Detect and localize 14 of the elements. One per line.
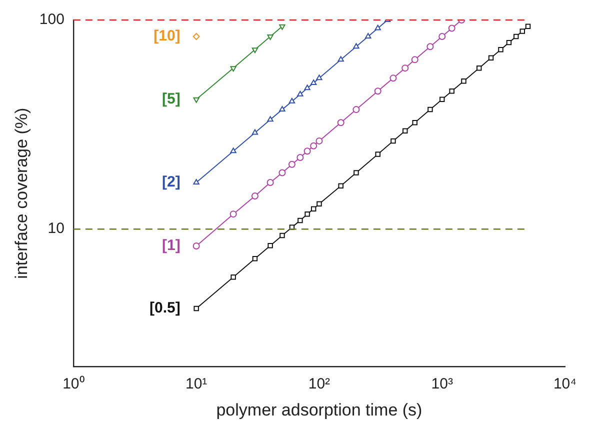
x-tick-label: 10² <box>308 376 330 393</box>
x-tick-label: 10³ <box>431 376 453 393</box>
x-tick-label: 10¹ <box>185 376 208 393</box>
y-tick-label: 100 <box>39 11 64 28</box>
y-axis-title: interface coverage (%) <box>12 108 31 279</box>
y-tick-label: 10 <box>48 220 64 238</box>
series-label: [5] <box>162 90 180 108</box>
series-label: [2] <box>162 174 180 191</box>
series-label: [1] <box>162 237 180 254</box>
x-axis-title: polymer adsorption time (s) <box>216 400 422 420</box>
series-label: [10] <box>154 28 180 45</box>
x-tick-label: 10⁰ <box>62 376 84 393</box>
x-tick-label: 10⁴ <box>553 376 577 393</box>
series-label: [0.5] <box>149 300 180 317</box>
